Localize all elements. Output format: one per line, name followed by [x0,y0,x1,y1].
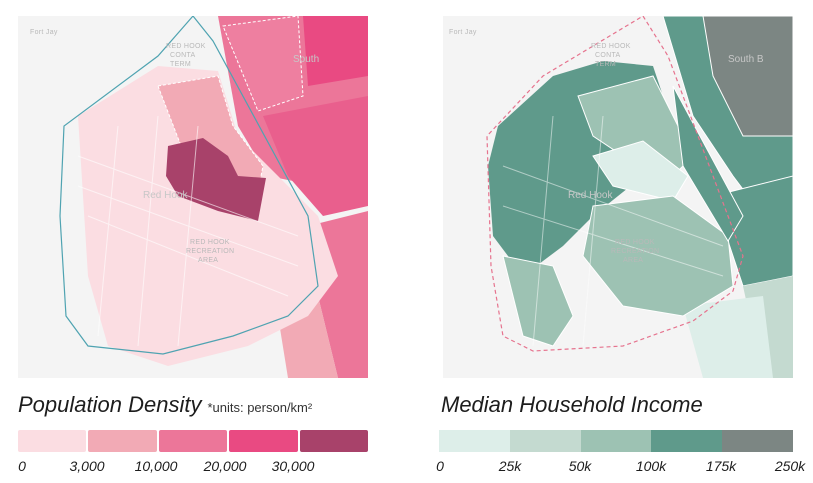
tract [303,16,368,86]
tract [683,296,773,378]
median-household-income-swatch-1 [509,430,581,452]
map-label-red-hook: Red Hook [568,190,613,201]
population-density-units: *units: person/km² [207,400,313,415]
map-label-south: South B [728,54,764,65]
median-household-income-swatch-2 [580,430,652,452]
population-density-title-text: Population Density [18,392,202,417]
tract [502,255,574,347]
left-panel-legend-tick: 30,000 [271,458,315,474]
left-panel-legend-tick: 20,000 [203,458,247,474]
right-panel-legend-tick: 25k [498,458,522,474]
tract [702,16,793,137]
map-label-recreation-1: RED HOOK [190,239,230,246]
map-label-recreation-3: AREA [623,257,643,264]
right-panel-legend-tick: 100k [635,458,667,474]
median-household-income-swatch-3 [651,430,723,452]
right-panel-legend-tick: 175k [705,458,737,474]
population-density-map: Fort Jay RED HOOK CONTA TERM South Red H… [18,16,368,378]
map-label-recreation-3: AREA [198,257,218,264]
population-density-title: Population Density *units: person/km² [18,392,312,418]
population-density-map-svg: Fort Jay RED HOOK CONTA TERM South Red H… [18,16,368,378]
population-density-swatch-1 [88,430,157,452]
population-density-legend [18,430,369,452]
right-panel-legend-tick: 250k [774,458,806,474]
map-label-red-hook-container-1: RED HOOK [166,43,206,50]
street-grid [77,115,299,347]
median-household-income-title: Median Household Income [441,392,703,417]
map-label-fort-jay: Fort Jay [449,29,477,36]
map-label-red-hook-container-3: TERM [595,61,616,68]
map-label-red-hook: Red Hook [143,190,188,201]
median-household-income-map-svg: Fort Jay RED HOOK CONTA TERM South B Red… [443,16,793,378]
map-label-red-hook-container-1: RED HOOK [591,43,631,50]
right-panel-legend-tick: 0 [436,458,444,474]
street-grid [502,115,724,347]
study-area-boundary [59,16,319,355]
map-label-red-hook-container-3: TERM [170,61,191,68]
map-label-fort-jay: Fort Jay [30,29,58,36]
population-density-swatch-4 [299,430,369,452]
population-density-swatch-0 [18,430,87,452]
population-density-swatch-3 [229,430,298,452]
map-label-south: South [293,54,319,65]
tract [263,96,368,216]
median-household-income-swatch-0 [439,430,510,452]
median-household-income-map: Fort Jay RED HOOK CONTA TERM South B Red… [443,16,793,378]
median-household-income-legend [439,430,793,452]
map-label-red-hook-container-2: CONTA [170,52,196,59]
left-panel-legend-tick: 3,000 [69,458,105,474]
left-panel-legend-tick: 10,000 [134,458,178,474]
population-density-swatch-2 [158,430,228,452]
map-label-red-hook-container-2: CONTA [595,52,621,59]
left-panel-legend-tick: 0 [18,458,26,474]
map-label-recreation-2: RECREATION [186,248,234,255]
right-panel-legend-tick: 50k [568,458,592,474]
map-label-recreation-2: RECREATION [611,248,659,255]
study-area-boundary [486,16,744,352]
tract [157,75,264,192]
tract [592,140,689,202]
median-household-income-swatch-4 [722,430,793,452]
tract [222,16,304,112]
map-label-recreation-1: RED HOOK [615,239,655,246]
